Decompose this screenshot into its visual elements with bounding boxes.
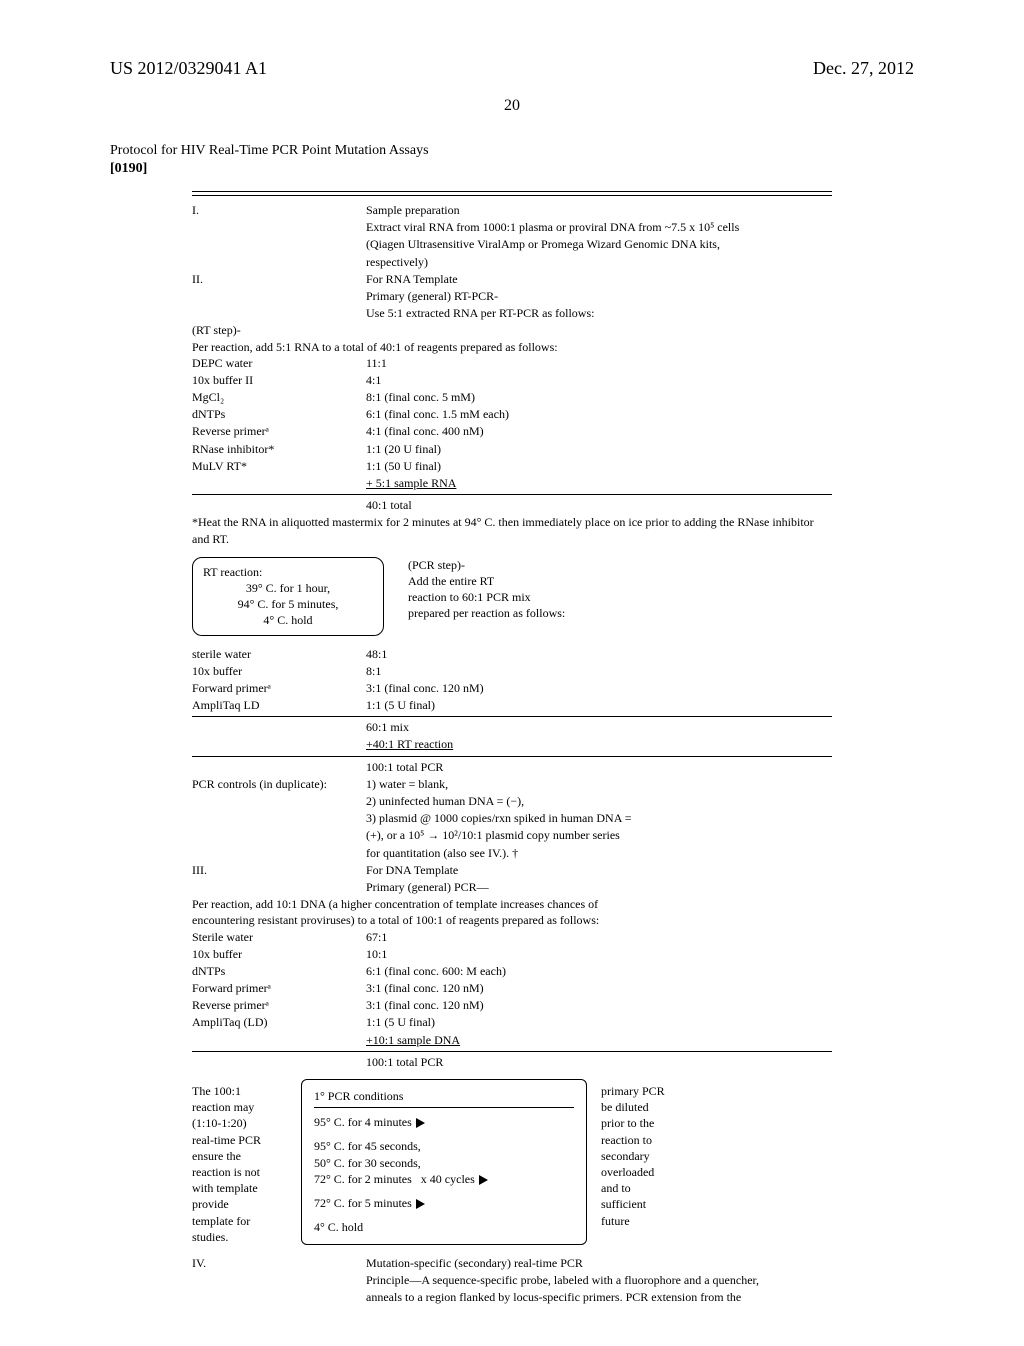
- section-1: I.Sample preparation Extract viral RNA f…: [192, 202, 832, 322]
- pcr-conditions-box: 1° PCR conditions 95° C. for 4 minutes 9…: [301, 1079, 587, 1245]
- patent-number: US 2012/0329041 A1: [110, 58, 267, 79]
- pcr-reagents-table: sterile water48:1 10x buffer8:1 Forward …: [192, 646, 832, 715]
- dna-reagents-table: Sterile water67:1 10x buffer10:1 dNTPs6:…: [192, 929, 832, 1049]
- rt-reaction-box: RT reaction: 39° C. for 1 hour, 94° C. f…: [192, 557, 384, 636]
- pcr-conditions-block: The 100:1reaction may(1:10-1:20) real-ti…: [192, 1079, 832, 1245]
- arrow-icon: [416, 1118, 425, 1128]
- rt-reagents-table: DEPC water11:1 10x buffer II4:1 MgCl₂8:1…: [192, 355, 832, 493]
- section-4: IV.Mutation-specific (secondary) real-ti…: [192, 1255, 832, 1307]
- pcr-step-text: (PCR step)- Add the entire RT reaction t…: [408, 557, 565, 622]
- protocol-title: Protocol for HIV Real-Time PCR Point Mut…: [110, 143, 914, 159]
- pcr-controls: PCR controls (in duplicate):1) water = b…: [192, 776, 832, 896]
- arrow-icon: [416, 1199, 425, 1209]
- patent-date: Dec. 27, 2012: [813, 58, 914, 79]
- arrow-icon: [479, 1175, 488, 1185]
- page-header: US 2012/0329041 A1 Dec. 27, 2012: [110, 58, 914, 79]
- protocol-body: I.Sample preparation Extract viral RNA f…: [192, 191, 832, 1306]
- rt-reaction-row: RT reaction: 39° C. for 1 hour, 94° C. f…: [192, 557, 832, 636]
- paragraph-number: [0190]: [110, 161, 914, 177]
- page-number: 20: [110, 97, 914, 115]
